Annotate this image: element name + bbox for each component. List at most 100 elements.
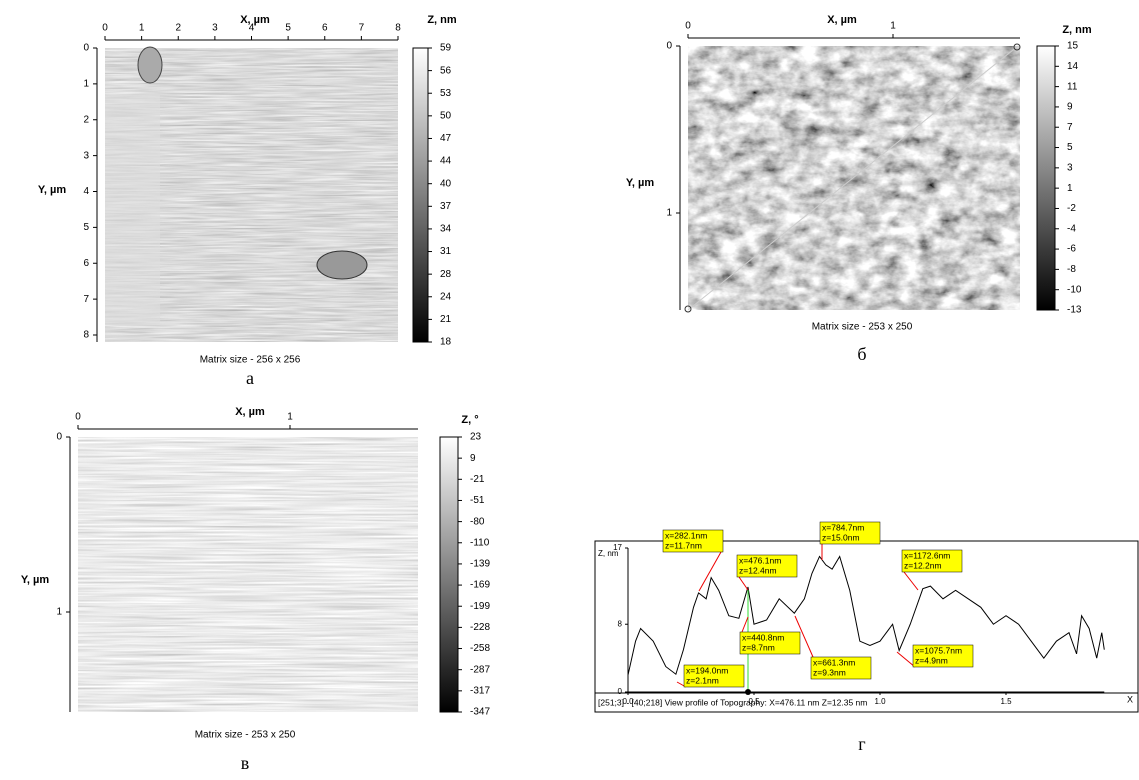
z-tick-label: 50 <box>440 110 452 121</box>
color-bar <box>1037 46 1055 310</box>
caption: Matrix size - 253 x 250 <box>812 322 913 333</box>
panel-letter: б <box>857 344 866 364</box>
z-tick-label: -10 <box>1067 284 1082 295</box>
profile-frame <box>595 541 1138 712</box>
afm-feature <box>138 47 162 83</box>
color-bar <box>440 437 458 712</box>
y-tick-label: 8 <box>618 619 623 628</box>
annotation-x: x=194.0nm <box>686 665 728 675</box>
x-tick-label: 8 <box>395 23 401 34</box>
z-tick-label: -6 <box>1067 244 1076 255</box>
z-tick-label: -347 <box>470 707 490 718</box>
z-tick-label: -199 <box>470 601 490 612</box>
z-tick-label: -287 <box>470 664 490 675</box>
z-tick-label: -317 <box>470 685 490 696</box>
annotation-x: x=661.3nm <box>813 657 855 667</box>
x-axis-label: X <box>1127 694 1133 704</box>
y-tick-label: 1 <box>56 607 62 618</box>
annotation-x: x=1172.6nm <box>904 550 950 560</box>
x-tick-label: 1 <box>139 23 145 34</box>
annotation-x: x=476.1nm <box>739 555 781 565</box>
z-tick-label: 59 <box>440 43 452 54</box>
z-tick-label: 34 <box>440 224 452 235</box>
x-tick-label: 1.5 <box>1000 697 1012 706</box>
y-tick-label: 0 <box>83 43 89 54</box>
annotation-x: x=1075.7nm <box>915 645 962 655</box>
cursor-handle <box>745 689 751 695</box>
caption: Matrix size - 256 x 256 <box>200 355 301 366</box>
x-tick-label: 1.0 <box>874 697 886 706</box>
y-tick-label: 5 <box>83 222 89 233</box>
y-axis-label: Y, µm <box>21 574 50 586</box>
z-axis-label: Z, ° <box>461 414 478 426</box>
y-tick-label: 8 <box>83 330 89 341</box>
z-tick-label: 14 <box>1067 61 1079 72</box>
z-tick-label: 23 <box>470 432 482 443</box>
z-tick-label: 47 <box>440 133 452 144</box>
status-text: [251;3] - [40;218] View profile of Topog… <box>598 697 867 707</box>
annotation-x: x=282.1nm <box>665 530 707 540</box>
panel-letter: г <box>858 734 865 754</box>
z-tick-label: 28 <box>440 269 452 280</box>
x-tick-label: 5 <box>285 23 291 34</box>
z-tick-label: 24 <box>440 291 452 302</box>
caption: Matrix size - 253 x 250 <box>195 730 296 741</box>
annotation-x: x=784.7nm <box>822 522 864 532</box>
z-tick-label: 5 <box>1067 142 1073 153</box>
z-tick-label: -4 <box>1067 223 1076 234</box>
figure: X, µmY, µmZ, nmMatrix size - 256 x 256а0… <box>0 0 1139 775</box>
annotation-z: z=4.9nm <box>915 655 948 665</box>
x-tick-label: 4 <box>249 23 255 34</box>
y-tick-label: 3 <box>83 150 89 161</box>
y-tick-label: 17 <box>613 543 622 552</box>
x-tick-label: 0 <box>685 21 691 32</box>
z-tick-label: 3 <box>1067 162 1073 173</box>
y-tick-label: 6 <box>83 258 89 269</box>
z-tick-label: -80 <box>470 516 485 527</box>
annotation-z: z=2.1nm <box>686 675 719 685</box>
annotation-z: z=12.2nm <box>904 560 942 570</box>
z-tick-label: 31 <box>440 246 452 257</box>
annotation-z: z=15.0nm <box>822 532 860 542</box>
color-bar <box>413 48 428 342</box>
y-axis-label: Y, µm <box>626 177 655 189</box>
z-tick-label: -169 <box>470 580 490 591</box>
panel-letter: а <box>246 368 254 388</box>
y-tick-label: 4 <box>83 186 89 197</box>
y-tick-label: 0 <box>618 687 623 696</box>
z-axis-label: Z, nm <box>427 14 457 26</box>
y-tick-label: 1 <box>83 79 89 90</box>
z-tick-label: 37 <box>440 201 452 212</box>
z-tick-label: 18 <box>440 337 452 348</box>
z-tick-label: 56 <box>440 65 452 76</box>
z-tick-label: 9 <box>1067 102 1073 113</box>
z-tick-label: 40 <box>440 178 452 189</box>
z-tick-label: -8 <box>1067 264 1076 275</box>
z-tick-label: 7 <box>1067 122 1073 133</box>
z-tick-label: 9 <box>470 453 476 464</box>
annotation-z: z=12.4nm <box>739 565 777 575</box>
z-tick-label: 11 <box>1067 81 1078 92</box>
x-tick-label: 0 <box>75 412 81 423</box>
annotation-z: z=11.7nm <box>665 540 702 550</box>
x-tick-label: 6 <box>322 23 328 34</box>
x-tick-label: 7 <box>359 23 365 34</box>
x-tick-label: 2 <box>175 23 181 34</box>
y-tick-label: 1 <box>666 208 672 219</box>
z-tick-label: 15 <box>1067 41 1079 52</box>
x-tick-label: 1 <box>287 412 293 423</box>
z-tick-label: -228 <box>470 622 490 633</box>
z-tick-label: -258 <box>470 643 490 654</box>
z-tick-label: 53 <box>440 88 452 99</box>
afm-region <box>105 95 160 325</box>
z-tick-label: -2 <box>1067 203 1076 214</box>
annotation-x: x=440.8nm <box>742 632 784 642</box>
annotation-z: z=8.7nm <box>742 642 775 652</box>
z-tick-label: -21 <box>470 474 485 485</box>
afm-feature <box>317 251 367 279</box>
page: X, µmY, µmZ, nmMatrix size - 256 x 256а0… <box>0 0 1139 780</box>
z-tick-label: -51 <box>470 495 485 506</box>
z-tick-label: 1 <box>1067 183 1073 194</box>
x-tick-label: 3 <box>212 23 218 34</box>
y-axis-label: Y, µm <box>38 184 67 196</box>
